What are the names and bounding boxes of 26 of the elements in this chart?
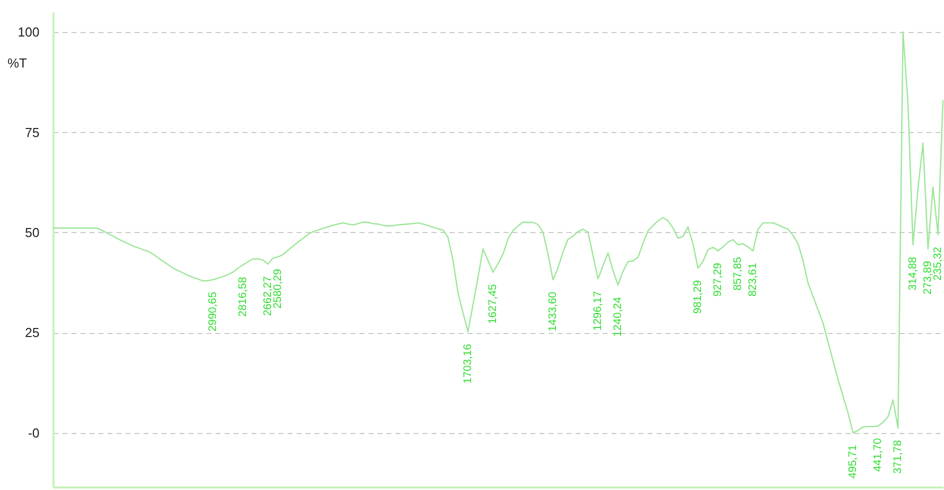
x-tick-label: 235,32: [932, 246, 944, 281]
x-tick-label: 927,29: [712, 262, 724, 297]
y-tick-label: 100: [18, 24, 40, 40]
x-tick-label: 2990,65: [207, 292, 219, 332]
x-tick-label: 314,88: [907, 256, 919, 291]
x-tick-label: 1703,16: [462, 344, 474, 384]
x-tick-label: 2580,29: [272, 268, 284, 309]
y-axis-title: %T: [8, 56, 28, 70]
x-tick-label: 273,89: [922, 260, 934, 295]
x-tick-label: 981,29: [692, 280, 704, 314]
x-tick-label: 441,70: [872, 438, 884, 472]
x-tick-label: 823,61: [747, 262, 759, 297]
x-tick-label: 1240,24: [612, 296, 624, 337]
line-series: [52, 31, 944, 434]
x-tick-label: 1296,17: [592, 290, 604, 331]
x-tick-label: 1433,60: [547, 292, 559, 332]
x-tick-label: 2816,58: [237, 276, 249, 317]
x-tick-label: 857,85: [732, 256, 744, 291]
y-tick-label: 75: [25, 124, 40, 140]
y-tick-label: -0: [28, 425, 40, 440]
x-tick-label: 495,71: [847, 444, 859, 479]
x-tick-label: 2662,27: [262, 276, 274, 316]
y-tick-label: 50: [25, 224, 40, 240]
y-tick-label: 25: [25, 325, 40, 340]
x-tick-label: 1627,45: [487, 284, 499, 324]
x-tick-label: 371,78: [892, 440, 904, 474]
